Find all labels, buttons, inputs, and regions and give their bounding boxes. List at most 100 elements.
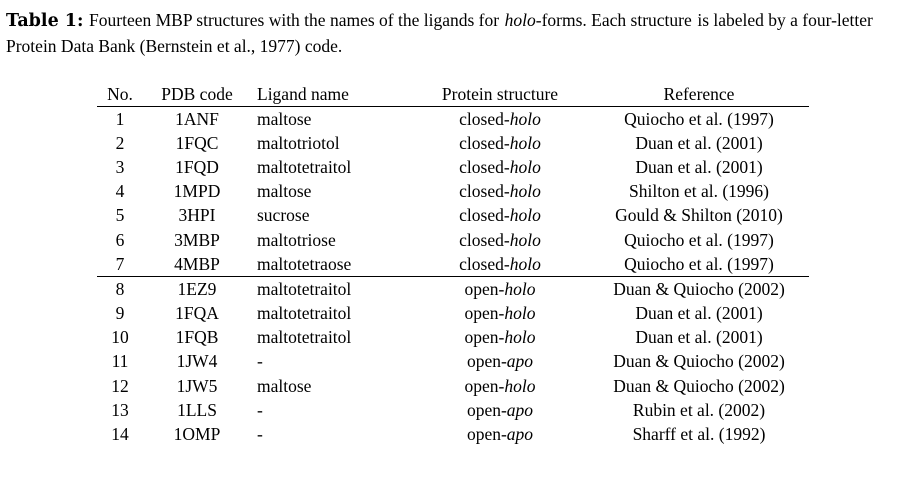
cell-reference: Gould & Shilton (2010) [615, 205, 783, 226]
cell-no: 9 [115, 303, 125, 324]
cell-no: 10 [111, 327, 129, 348]
structure-form: holo [509, 132, 541, 153]
cell-reference: Duan & Quiocho (2002) [589, 276, 809, 302]
cell-reference: Shilton et al. (1996) [629, 181, 769, 202]
cell-ligand-name: maltotetraitol [257, 303, 352, 324]
cell-no: 6 [115, 229, 125, 250]
structure-state: closed- [459, 132, 510, 153]
header-ligand-name: Ligand name [251, 82, 411, 107]
table-row: 11 1JW4 - open-apo Duan & Quiocho (2002) [97, 350, 809, 374]
cell-no: 7 [115, 253, 125, 274]
header-pdb-code: PDB code [143, 82, 251, 107]
structure-state: closed- [459, 156, 510, 177]
cell-no: 1 [115, 108, 125, 129]
caption-text-italic: holo [504, 10, 536, 30]
cell-ligand-name: - [257, 424, 263, 445]
structure-form: holo [504, 327, 536, 348]
cell-no: 14 [111, 424, 129, 445]
cell-no: 13 [111, 399, 129, 420]
structure-form: holo [504, 278, 536, 299]
table-row: 5 3HPI sucrose closed-holo Gould & Shilton (… [97, 204, 809, 228]
cell-reference: Rubin et al. (2002) [632, 399, 766, 420]
table-row: 1 1ANF maltose closed-holo Quiocho et al. (1… [97, 107, 809, 132]
cell-no: 2 [115, 132, 125, 153]
structure-state: open- [464, 375, 505, 396]
cell-reference: Duan et al. (2001) [635, 156, 763, 177]
mbp-structures-table: No. PDB code Ligand name Protein structu… [97, 82, 809, 447]
structure-form: apo [506, 424, 534, 445]
table-row: 8 1EZ9 maltotetraitol open-holo Duan & Quioc… [97, 276, 809, 302]
structure-state: closed- [459, 181, 510, 202]
structure-form: holo [509, 205, 541, 226]
cell-pdb-code: 1OMP [173, 424, 221, 445]
cell-reference: Sharff et al. (1992) [632, 424, 766, 445]
structure-form: holo [509, 108, 541, 129]
caption-text-1a: Fourteen MBP structures with the names o… [89, 10, 500, 30]
cell-pdb-code: 1FQC [175, 132, 219, 153]
table-row: 10 1FQB maltotetraitol open-holo Duan et al.… [97, 326, 809, 350]
cell-pdb-code: 3HPI [178, 205, 216, 226]
table-row: 7 4MBP maltotetraose closed-holo Quiocho et … [97, 252, 809, 277]
structure-state: open- [464, 327, 505, 348]
cell-reference: Duan et al. (2001) [635, 303, 763, 324]
cell-ligand-name: maltotetraitol [251, 276, 411, 302]
cell-protein-structure: closed-holo [411, 252, 589, 277]
cell-ligand-name: maltose [257, 108, 312, 129]
cell-protein-structure: open-apo [411, 350, 589, 374]
structure-form: holo [504, 375, 536, 396]
structure-form: apo [506, 351, 534, 372]
structure-form: holo [504, 303, 536, 324]
cell-reference: Duan & Quiocho (2002) [613, 375, 785, 396]
cell-ligand-name: maltotriotol [257, 132, 340, 153]
cell-no: 11 [111, 351, 129, 372]
structure-form: holo [509, 229, 541, 250]
cell-protein-structure: open-holo [411, 374, 589, 398]
cell-ligand-name: maltotriose [257, 229, 336, 250]
cell-ligand-name: sucrose [257, 205, 310, 226]
cell-protein-structure: closed-holo [411, 155, 589, 179]
structure-state: closed- [459, 205, 510, 226]
structure-state: open- [466, 424, 507, 445]
cell-protein-structure: open-holo [411, 276, 589, 302]
cell-reference: Duan et al. (2001) [635, 132, 763, 153]
cell-pdb-code: 1ANF [175, 108, 219, 129]
structure-state: closed- [459, 108, 510, 129]
cell-ligand-name: - [257, 399, 263, 420]
cell-pdb-code: 1JW4 [176, 351, 218, 372]
table-row: 9 1FQA maltotetraitol open-holo Duan et al. … [97, 302, 809, 326]
table-row: 3 1FQD maltotetraitol closed-holo Duan et al… [97, 155, 809, 179]
table-row: 12 1JW5 maltose open-holo Duan & Quiocho (20… [97, 374, 809, 398]
cell-reference: Quiocho et al. (1997) [624, 108, 774, 129]
cell-protein-structure: closed-holo [411, 204, 589, 228]
cell-protein-structure: closed-holo [411, 131, 589, 155]
header-protein-structure: Protein structure [411, 82, 589, 107]
cell-protein-structure: open-holo [411, 326, 589, 350]
structure-form: holo [509, 156, 541, 177]
structure-state: open- [466, 399, 507, 420]
cell-no: 4 [115, 181, 125, 202]
cell-reference: Quiocho et al. (1997) [624, 253, 774, 274]
structure-form: holo [509, 253, 541, 274]
cell-pdb-code: 1LLS [177, 399, 217, 420]
cell-no: 3 [115, 156, 125, 177]
caption-text-1b: -forms. Each structure [535, 10, 692, 30]
cell-pdb-code: 1FQB [175, 327, 219, 348]
table-row: 2 1FQC maltotriotol closed-holo Duan et al. … [97, 131, 809, 155]
caption-text-2: is labeled by a four-letter Protein Data… [6, 10, 873, 56]
structure-state: closed- [459, 229, 510, 250]
cell-protein-structure: closed-holo [411, 180, 589, 204]
cell-pdb-code: 1FQA [175, 303, 219, 324]
structure-form: apo [506, 399, 534, 420]
cell-pdb-code: 1JW5 [176, 375, 218, 396]
cell-ligand-name: maltose [257, 181, 312, 202]
cell-pdb-code: 1MPD [173, 181, 221, 202]
cell-ligand-name: maltotetraose [257, 253, 352, 274]
structure-state: open- [466, 351, 507, 372]
cell-pdb-code: 4MBP [174, 253, 220, 274]
structure-state: closed- [459, 253, 510, 274]
table-row: 13 1LLS - open-apo Rubin et al. (2002) [97, 398, 809, 422]
table-row: 4 1MPD maltose closed-holo Shilton et al. (1… [97, 180, 809, 204]
cell-reference: Quiocho et al. (1997) [624, 229, 774, 250]
cell-protein-structure: open-apo [411, 398, 589, 422]
table-row: 14 1OMP - open-apo Sharff et al. (1992) [97, 422, 809, 446]
